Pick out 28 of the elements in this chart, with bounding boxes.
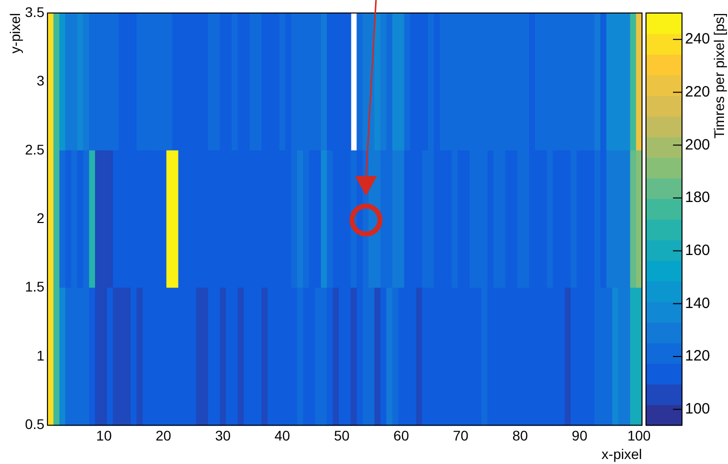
x-tick-label: 60 [393, 427, 410, 444]
color-bar-label: 100 [685, 400, 710, 418]
y-tick-label: 3 [36, 72, 45, 89]
color-bar-label: 120 [685, 348, 710, 365]
color-bar-label: 240 [685, 30, 710, 48]
color-bar-label: 140 [685, 294, 710, 312]
x-axis-title: x-pixel [602, 446, 642, 462]
y-tick-label: 3.5 [24, 4, 45, 20]
y-tick-label: 2.5 [24, 141, 45, 158]
y-axis-title: y-pixel [6, 13, 23, 54]
x-tick-label: 40 [274, 427, 290, 444]
color-bar-title: Timres per pixel [ps] [710, 13, 727, 139]
y-tick-label: 2 [36, 210, 45, 226]
x-tick-label: 80 [512, 427, 528, 444]
x-tick-label: 20 [156, 427, 172, 444]
x-tick-label: 90 [572, 427, 588, 444]
x-tick-label: 30 [215, 427, 231, 444]
color-bar-label: 200 [685, 136, 710, 154]
x-tick-label: 50 [334, 427, 350, 444]
color-bar-label: 160 [685, 242, 710, 259]
x-tick-label: 10 [96, 427, 112, 444]
color-bar-label: 180 [685, 189, 710, 206]
color-bar-label: 220 [685, 83, 710, 100]
y-tick-label: 1.5 [24, 278, 45, 295]
x-tick-label: 70 [452, 427, 469, 444]
y-tick-label: 0.5 [24, 416, 45, 432]
x-tick-label: 100 [627, 427, 651, 444]
y-tick-label: 1 [36, 347, 45, 364]
